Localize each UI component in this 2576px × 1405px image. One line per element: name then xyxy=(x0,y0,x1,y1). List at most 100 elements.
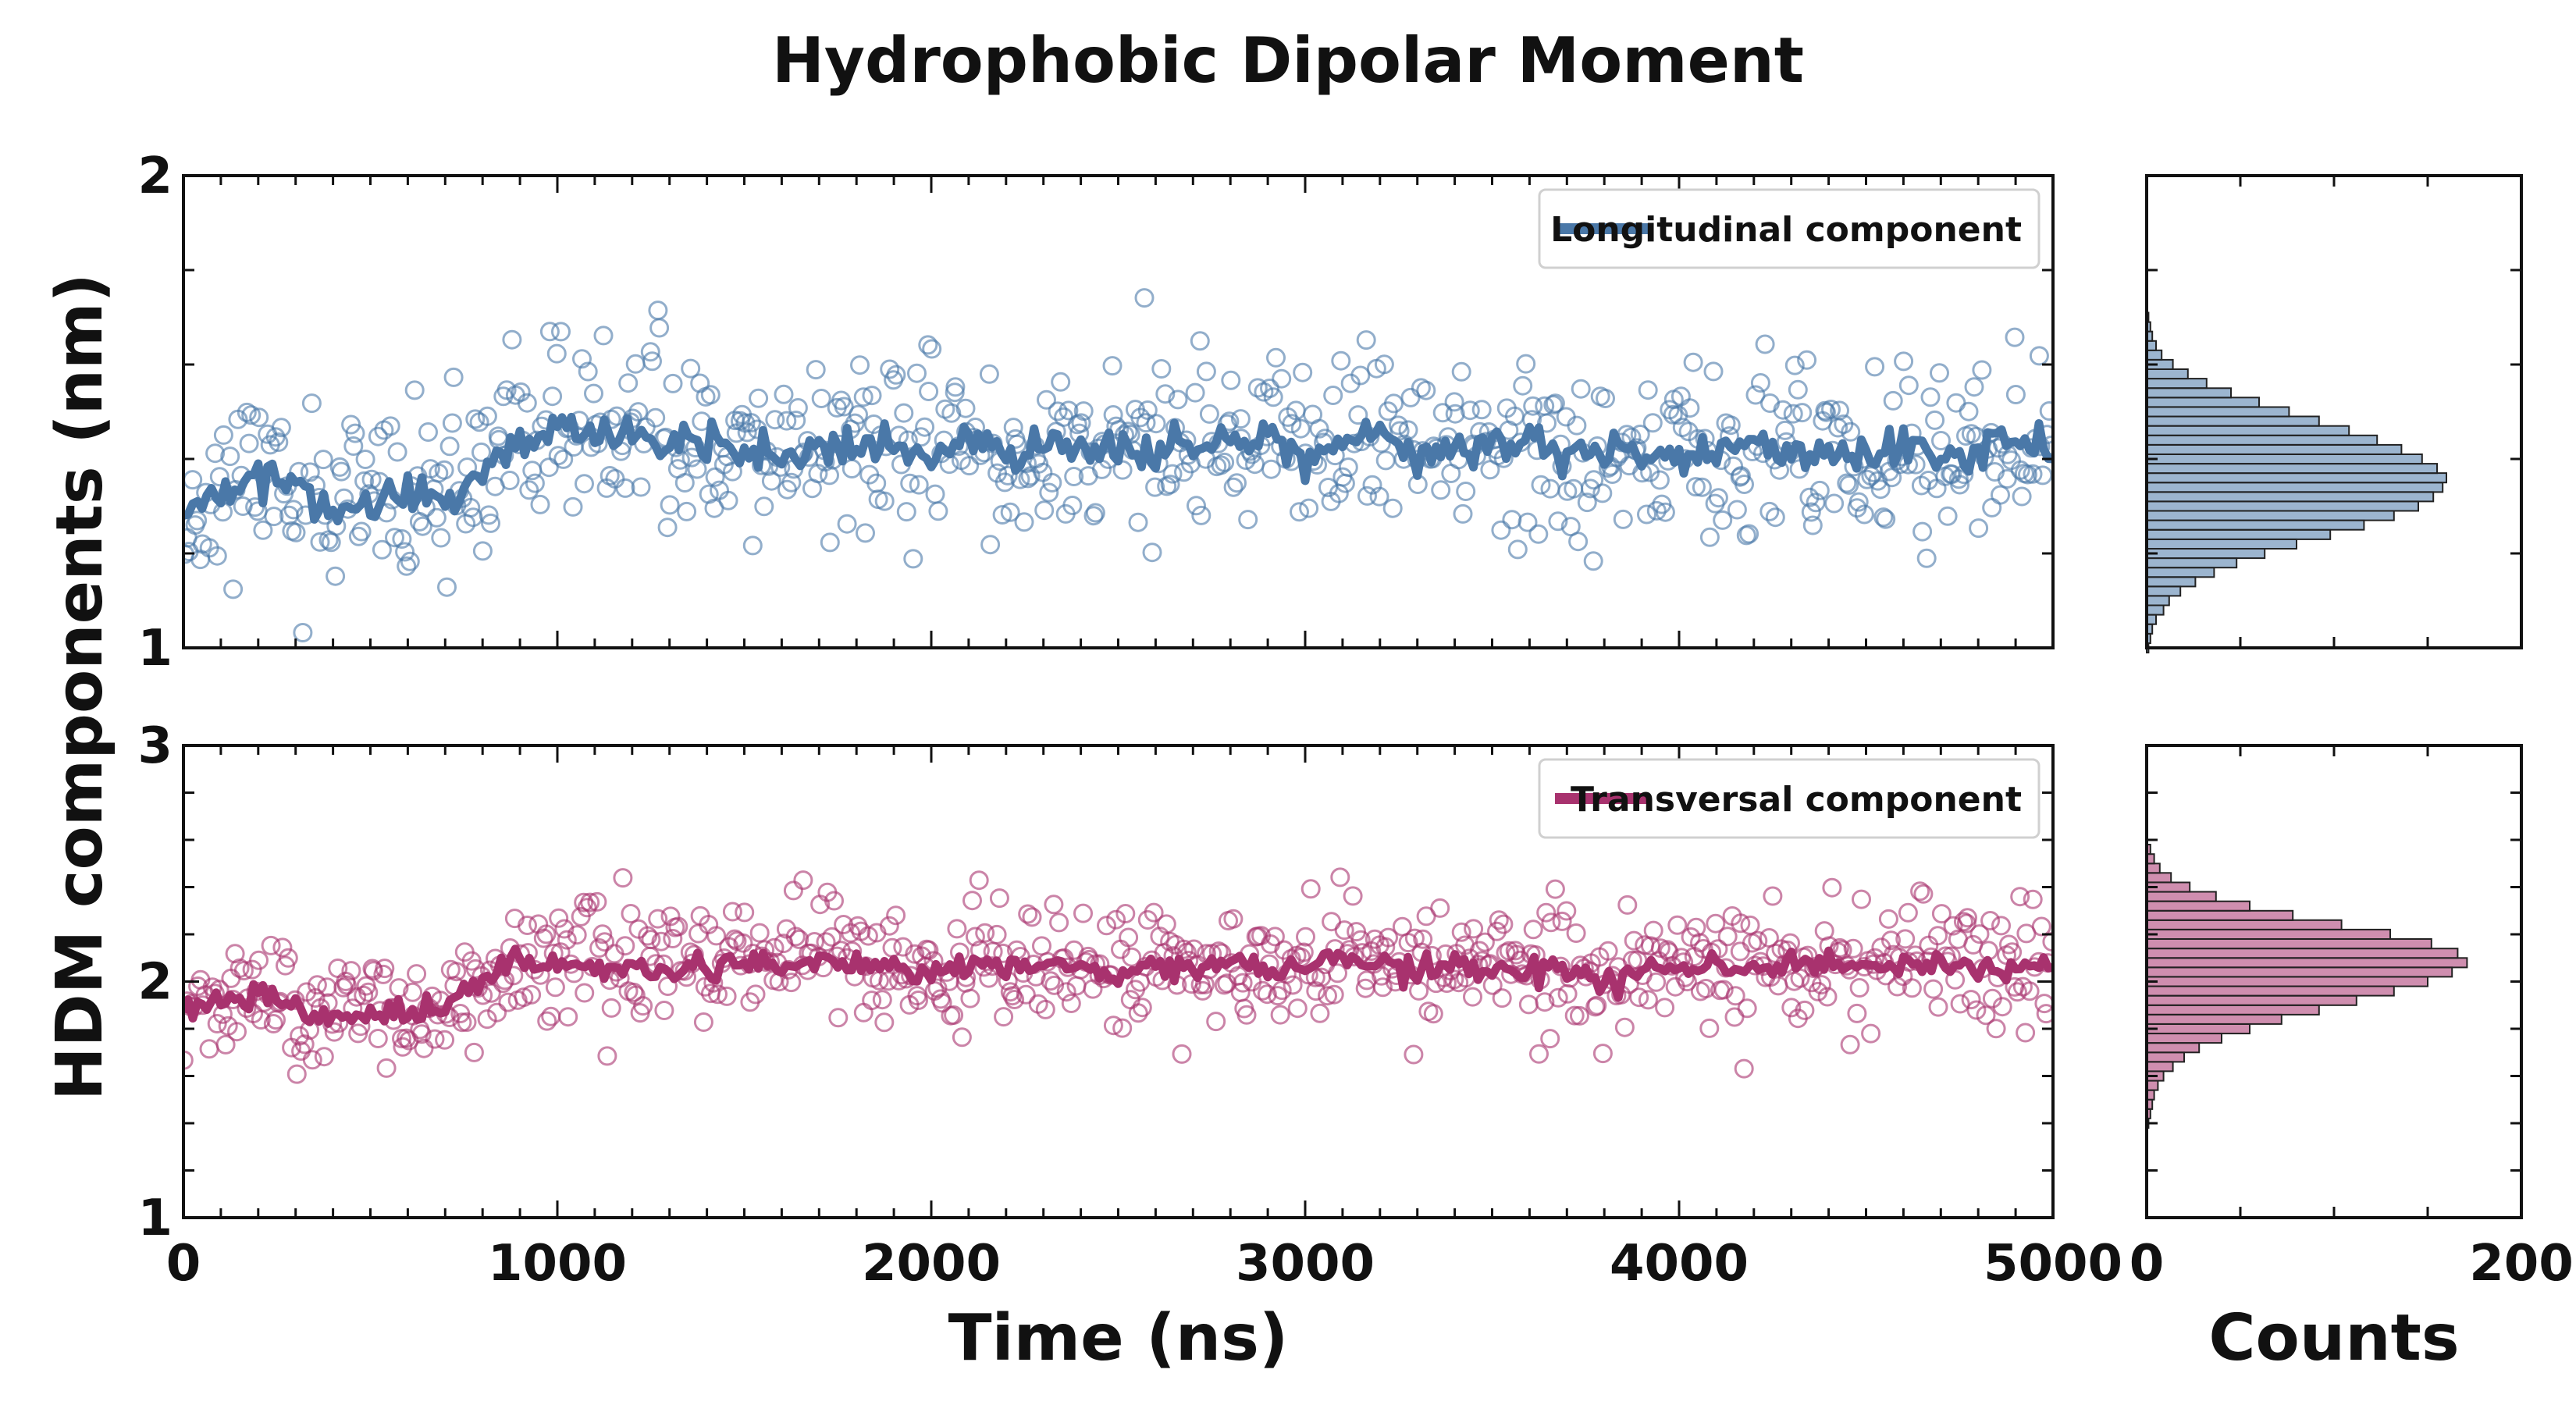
scatter-point xyxy=(879,916,899,936)
scatter-point xyxy=(681,358,701,379)
scatter-point xyxy=(209,467,229,487)
scatter-point xyxy=(2012,486,2032,507)
scatter-point xyxy=(239,433,259,454)
histogram-bar xyxy=(2146,1061,2174,1072)
scatter-point xyxy=(286,522,306,542)
scatter-point xyxy=(502,329,522,350)
scatter-point xyxy=(1230,409,1251,429)
scatter-point xyxy=(618,373,639,393)
scatter-point xyxy=(300,462,320,482)
scatter-point xyxy=(987,924,1007,944)
scatter-point xyxy=(624,982,644,1002)
scatter-point xyxy=(631,477,651,497)
histogram-bar xyxy=(2146,415,2320,427)
scatter-point xyxy=(1571,379,1591,399)
scatter-point xyxy=(1564,478,1584,499)
scatter-point xyxy=(1685,477,1706,497)
scatter-point xyxy=(952,1027,972,1048)
scatter-point xyxy=(992,505,1012,525)
scatter-point xyxy=(393,1037,413,1057)
scatter-point xyxy=(959,456,980,476)
scatter-point xyxy=(1528,524,1549,544)
scatter-point xyxy=(853,387,873,407)
scatter-point xyxy=(418,422,438,442)
scatter-point xyxy=(1073,401,1094,422)
scatter-point xyxy=(786,411,806,431)
x-tick-label: 5000 xyxy=(1984,1235,2122,1293)
scatter-point xyxy=(1646,500,1667,521)
scatter-point xyxy=(1946,393,1966,413)
scatter-point xyxy=(663,373,683,393)
scatter-point xyxy=(1840,1034,1860,1055)
scatter-point xyxy=(1765,507,1785,528)
scatter-point xyxy=(1374,354,1394,375)
scatter-point xyxy=(822,927,842,947)
scatter-point xyxy=(1115,904,1136,923)
scatter-point xyxy=(979,364,999,384)
scatter-point xyxy=(1146,414,1166,434)
x-tick-label: 4000 xyxy=(1610,1235,1749,1293)
histogram-bar xyxy=(2146,863,2161,874)
scatter-point xyxy=(1958,908,1977,928)
scatter-point xyxy=(900,473,920,493)
scatter-point xyxy=(1580,478,1600,499)
legend-box xyxy=(1538,758,2041,839)
histogram-bar xyxy=(2146,567,2215,578)
scatter-point xyxy=(850,355,870,375)
scatter-point xyxy=(674,473,695,493)
scatter-point xyxy=(886,365,906,385)
scatter-point xyxy=(745,984,766,1005)
scatter-point xyxy=(461,497,481,518)
scatter-point xyxy=(1910,881,1930,902)
scatter-point xyxy=(1323,386,1343,405)
scatter-point xyxy=(1413,929,1433,949)
scatter-point xyxy=(1699,527,1720,547)
scatter-point xyxy=(915,417,935,437)
scatter-point xyxy=(806,360,826,380)
scatter-point xyxy=(372,539,392,560)
scatter-point xyxy=(1236,1005,1257,1025)
scatter-point xyxy=(1475,932,1495,952)
scatter-point xyxy=(2039,401,2053,421)
scatter-point xyxy=(286,1064,307,1084)
scatter-point xyxy=(1937,506,1958,526)
scatter-point xyxy=(994,1007,1014,1027)
histogram-bar xyxy=(2146,557,2238,569)
scatter-point xyxy=(1964,377,1984,397)
scatter-point xyxy=(781,472,802,493)
scatter-point xyxy=(1041,971,1061,991)
scatter-point xyxy=(1775,420,1795,440)
scatter-point xyxy=(941,403,962,423)
scatter-point xyxy=(1584,470,1604,490)
scatter-point xyxy=(1745,385,1766,405)
histogram-bar xyxy=(2146,938,2432,950)
scatter-point xyxy=(187,510,208,531)
scatter-point xyxy=(1843,938,1863,959)
scatter-point xyxy=(874,491,895,511)
scatter-point xyxy=(1748,930,1768,951)
scatter-point xyxy=(1812,975,1831,995)
scatter-point xyxy=(1460,400,1480,421)
scatter-point xyxy=(935,399,955,419)
scatter-point xyxy=(722,902,742,922)
scatter-point xyxy=(249,950,269,970)
scatter-point xyxy=(385,528,404,548)
scatter-point xyxy=(1857,469,1877,489)
scatter-point xyxy=(1103,1016,1123,1036)
scatter-point xyxy=(1263,387,1283,407)
scatter-point xyxy=(965,927,985,947)
scatter-point xyxy=(293,623,313,642)
scatter-point xyxy=(207,546,227,566)
scatter-point xyxy=(1865,357,1885,377)
scatter-point xyxy=(1238,510,1258,530)
histogram-bar xyxy=(2146,500,2419,512)
scatter-point xyxy=(1667,915,1688,935)
scatter-point xyxy=(1931,904,1952,924)
scatter-point xyxy=(533,928,553,948)
scatter-point xyxy=(907,363,927,383)
scatter-point xyxy=(828,1008,849,1028)
scatter-point xyxy=(1717,927,1738,947)
scatter-point xyxy=(580,892,600,912)
histogram-bar xyxy=(2146,1013,2282,1025)
scatter-point xyxy=(1557,901,1577,921)
